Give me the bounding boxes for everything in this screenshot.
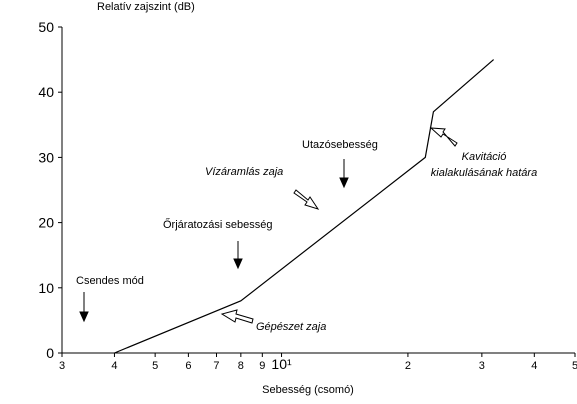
x-tick-label: 8 xyxy=(238,360,244,372)
x-tick-label: 3 xyxy=(479,360,485,372)
arrow xyxy=(339,159,349,189)
annotation: Kavitáció xyxy=(462,151,507,163)
annotation: Utazósebesség xyxy=(302,139,378,151)
y-tick-label: 20 xyxy=(38,215,54,231)
arrow xyxy=(293,189,320,210)
arrow xyxy=(220,309,254,324)
y-tick-label: 10 xyxy=(38,280,54,296)
annotation: kialakulásának határa xyxy=(431,167,537,179)
annotation: Gépészet zaja xyxy=(256,321,326,333)
y-tick-label: 30 xyxy=(38,149,54,165)
x-tick-label: 4 xyxy=(531,360,537,372)
annotation: Vízáramlás zaja xyxy=(205,166,283,178)
annotation: Csendes mód xyxy=(76,275,144,287)
x-tick-label: 7 xyxy=(213,360,219,372)
x-tick-label: 5 xyxy=(572,360,577,372)
y-axis-title: Relatív zajszint (dB) xyxy=(97,1,195,13)
arrow xyxy=(233,241,243,270)
arrow xyxy=(429,127,458,147)
x-tick-label: 9 xyxy=(259,360,265,372)
y-tick-label: 40 xyxy=(38,84,54,100)
y-tick-label: 0 xyxy=(46,345,54,361)
x-axis-title: Sebesség (csomó) xyxy=(262,384,354,396)
line xyxy=(114,59,495,354)
x-tick-label: 5 xyxy=(152,360,158,372)
annotation: Őrjáratozási sebesség xyxy=(163,217,272,231)
x-tick-label: 4 xyxy=(111,360,117,372)
y-tick-label: 50 xyxy=(38,19,54,35)
x-tick-label: 3 xyxy=(59,360,65,372)
arrow xyxy=(79,292,89,323)
annotations: Csendes mód Őrjáratozási sebesség Vízára… xyxy=(76,127,537,333)
x-tick-label: 2 xyxy=(405,360,411,372)
x-tick-label: 10¹ xyxy=(271,356,292,372)
x-tick-label: 6 xyxy=(185,360,191,372)
